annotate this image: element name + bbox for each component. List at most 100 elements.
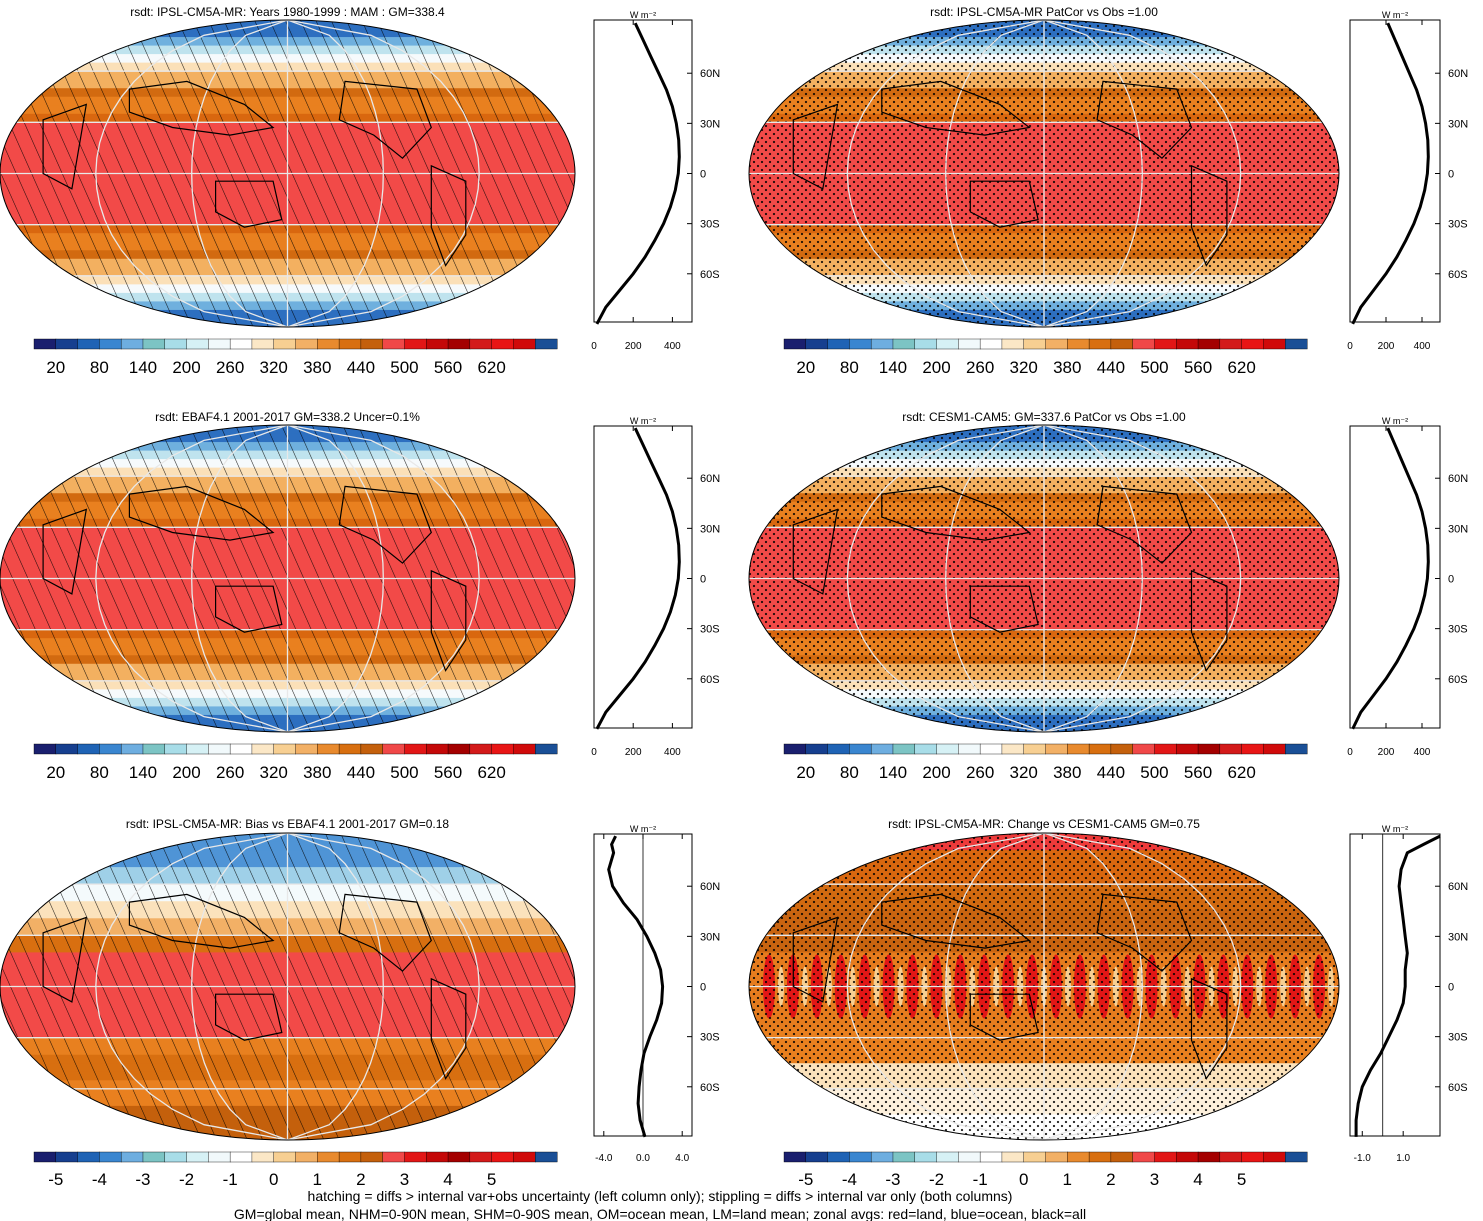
colorbar-box — [783, 1151, 807, 1163]
colorbar-label: -1 — [973, 1170, 988, 1189]
profile-ylabel: 0 — [700, 574, 706, 586]
colorbar-box — [55, 338, 79, 350]
colorbar-box — [120, 338, 144, 350]
colorbar-label: 560 — [1184, 358, 1212, 377]
colorbar-box — [360, 338, 384, 350]
meridian-line — [191, 425, 288, 732]
colorbar-box — [805, 743, 829, 755]
profile-ylabel: 30S — [700, 219, 720, 231]
zonal-profile: W m⁻² 60N 30N 0 30S 60S -1.0 1.0 — [1349, 824, 1468, 1164]
colorbar-box — [491, 1151, 514, 1163]
meridian-line — [1043, 20, 1143, 327]
colorbar-box — [914, 743, 938, 755]
colorbar-box — [317, 338, 340, 350]
colorbar-box — [958, 743, 981, 755]
colorbar-box — [1241, 743, 1264, 755]
colorbar-box — [142, 1151, 166, 1163]
zonal-mean-line — [1354, 834, 1441, 1137]
profile-frame — [593, 425, 693, 729]
colorbar-box — [142, 338, 166, 350]
colorbar-box — [251, 1151, 275, 1163]
colorbar-label: 380 — [303, 763, 331, 782]
colorbar-box — [99, 1151, 122, 1163]
colorbar-box — [513, 1151, 536, 1163]
colorbar-label: 80 — [840, 358, 859, 377]
colorbar-box — [1176, 338, 1199, 350]
profile-unit: W m⁻² — [1382, 10, 1408, 20]
zonal-profile: W m⁻² 60N 30N 0 30S 60S 0 200 400 — [1347, 10, 1468, 352]
coastline — [969, 993, 1039, 1041]
colorbar-box — [979, 338, 1003, 350]
meridian-line — [287, 833, 480, 1140]
colorbar-box — [1132, 1151, 1155, 1163]
colorbar-label: 3 — [1150, 1170, 1159, 1189]
colorbar-box — [1219, 1151, 1243, 1163]
profile-ylabel: 0 — [700, 169, 706, 181]
colorbar-box — [827, 338, 850, 350]
profile-ylabel: 30N — [1448, 523, 1468, 535]
coastline — [792, 916, 839, 1003]
colorbar-label: 140 — [129, 763, 157, 782]
colorbar-box — [827, 1151, 850, 1163]
colorbar-box — [892, 1151, 916, 1163]
colorbar-box — [805, 338, 829, 350]
colorbar: -5 -4 -3 -2 -1 0 1 2 3 4 5 — [33, 1151, 558, 1189]
colorbar-box — [936, 338, 959, 350]
colorbar-box — [958, 1151, 981, 1163]
coastline — [430, 569, 467, 672]
colorbar-label: 5 — [487, 1170, 496, 1189]
colorbar-box — [360, 743, 384, 755]
colorbar-box — [55, 1151, 79, 1163]
colorbar-box — [186, 743, 209, 755]
colorbar-box — [295, 743, 318, 755]
coastline — [215, 993, 283, 1041]
profile-xlabel: 400 — [1414, 747, 1431, 758]
coastline — [42, 508, 88, 595]
colorbar-label: 5 — [1237, 1170, 1246, 1189]
coastline — [42, 103, 88, 190]
map-field — [0, 20, 575, 327]
colorbar-box — [164, 338, 188, 350]
colorbar-box — [958, 338, 981, 350]
zonal-mean-line — [607, 835, 665, 1138]
profile-ylabel: 30N — [1448, 118, 1468, 130]
colorbar-box — [1241, 338, 1264, 350]
coastline — [215, 180, 283, 228]
map-field — [749, 833, 1339, 1140]
colorbar-label: 500 — [1140, 358, 1168, 377]
panel-title: rsdt: IPSL-CM5A-MR PatCor vs Obs =1.00 — [930, 5, 1158, 19]
coastline — [430, 977, 467, 1080]
colorbar-label: -3 — [885, 1170, 900, 1189]
colorbar-label: -2 — [179, 1170, 194, 1189]
colorbar-box — [360, 1151, 384, 1163]
colorbar-box — [1110, 743, 1134, 755]
meridian-line — [287, 20, 480, 327]
profile-xlabel: 0 — [1347, 341, 1353, 352]
colorbar-label: 560 — [434, 763, 462, 782]
coastline — [215, 585, 283, 633]
colorbar-box — [827, 743, 850, 755]
coastline — [881, 485, 1031, 541]
colorbar-box — [382, 1151, 405, 1163]
colorbar-box — [1088, 1151, 1112, 1163]
colorbar-box — [849, 743, 872, 755]
meridian-line — [1043, 425, 1242, 732]
profile-ylabel: 30S — [1448, 219, 1468, 231]
colorbar-label: 3 — [400, 1170, 409, 1189]
colorbar-box — [849, 338, 872, 350]
zonal-mean-line — [595, 22, 681, 325]
colorbar-label: 320 — [1010, 763, 1038, 782]
colorbar-label: 440 — [1097, 763, 1125, 782]
profile-ylabel: 30S — [1448, 1032, 1468, 1044]
colorbar-label: 380 — [1053, 358, 1081, 377]
colorbar-box — [251, 743, 275, 755]
profile-ylabel: 30S — [700, 624, 720, 636]
meridian-line — [846, 833, 1045, 1140]
colorbar-box — [1110, 338, 1134, 350]
colorbar-label: 200 — [172, 358, 200, 377]
profile-ylabel: 60N — [1448, 68, 1468, 80]
map-frame — [748, 19, 1340, 328]
colorbar-box — [251, 338, 275, 350]
colorbar-label: 4 — [443, 1170, 452, 1189]
